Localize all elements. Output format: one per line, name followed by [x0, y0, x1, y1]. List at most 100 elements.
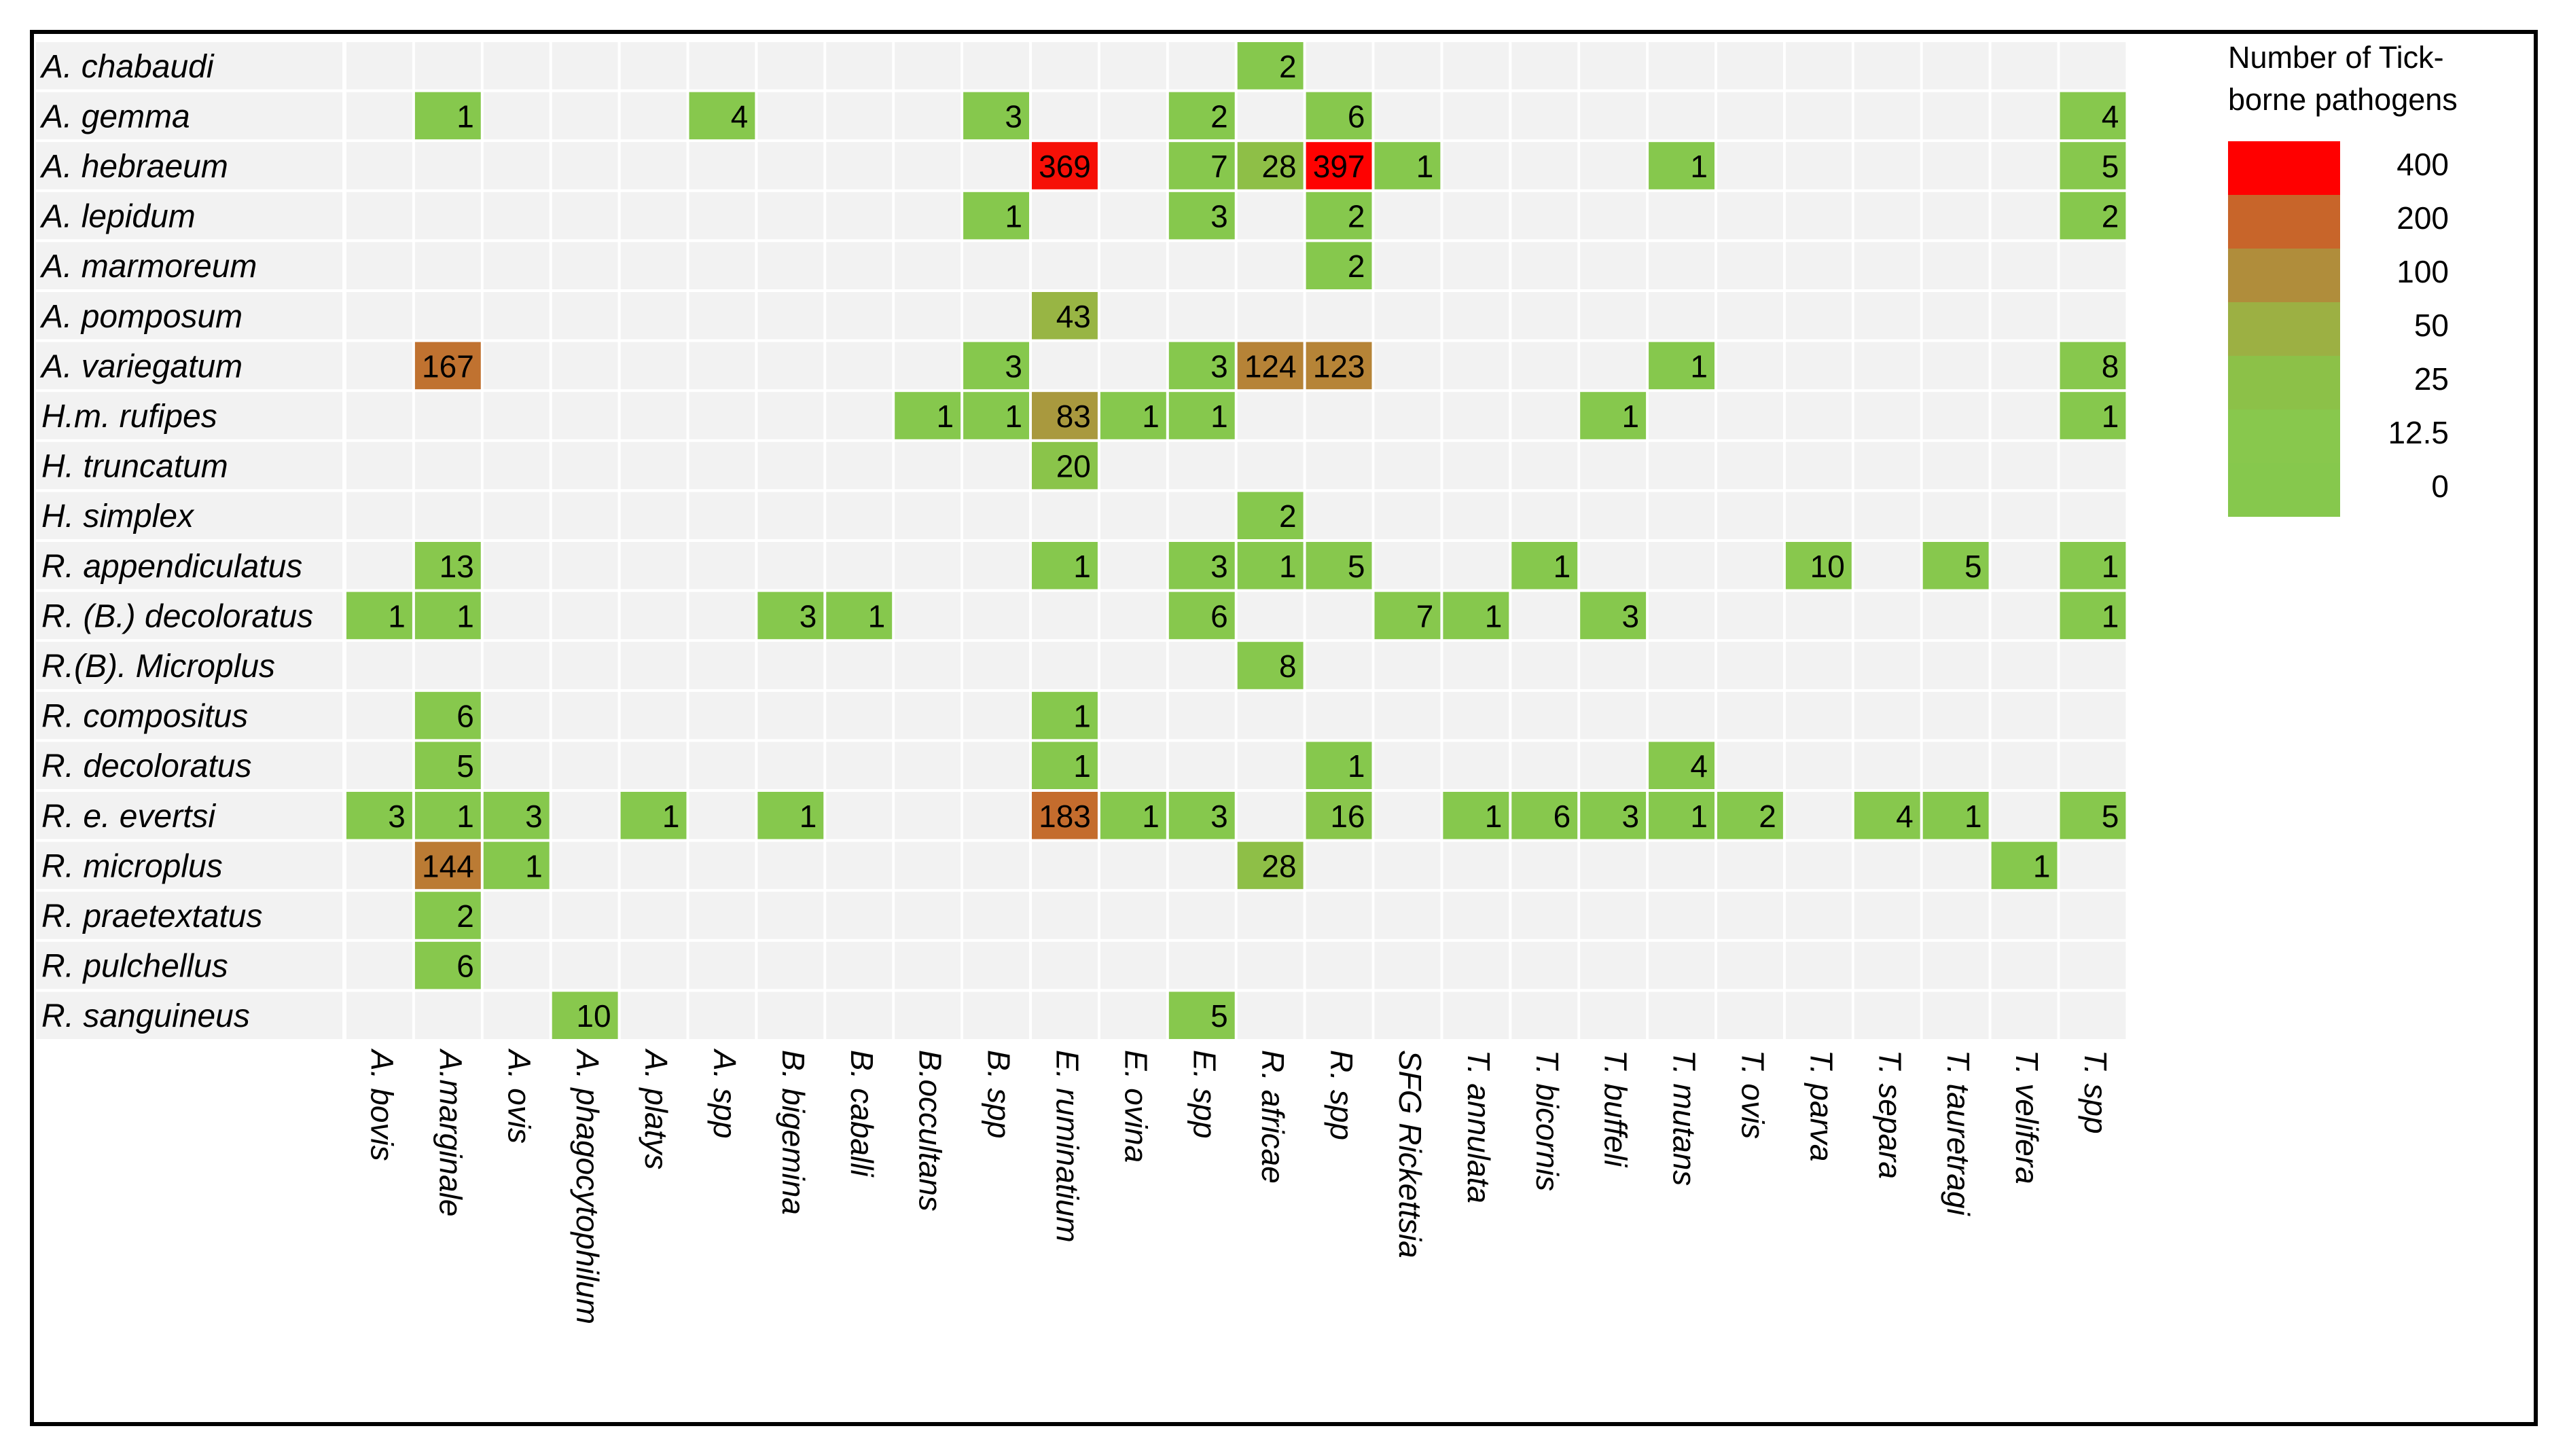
empty-cell: [1717, 242, 1783, 289]
empty-cell: [1511, 392, 1577, 439]
cell-value-label: 1: [1622, 399, 1640, 434]
empty-cell: [1511, 991, 1577, 1039]
empty-cell: [895, 792, 961, 839]
column-label: T. annulata: [1461, 1050, 1496, 1203]
empty-cell: [1169, 892, 1235, 939]
empty-cell: [1443, 892, 1509, 939]
empty-cell: [1100, 991, 1166, 1039]
empty-cell: [1649, 242, 1715, 289]
empty-cell: [689, 392, 755, 439]
empty-cell: [1717, 292, 1783, 340]
empty-cell: [1580, 692, 1646, 740]
empty-cell: [1443, 392, 1509, 439]
empty-cell: [689, 492, 755, 539]
empty-cell: [1649, 442, 1715, 490]
empty-cell: [552, 292, 618, 340]
empty-cell: [346, 642, 412, 689]
empty-cell: [1375, 991, 1441, 1039]
cell-value-label: 1: [1073, 699, 1091, 734]
row-label: H. truncatum: [41, 449, 228, 485]
empty-cell: [1786, 392, 1852, 439]
empty-cell: [757, 892, 823, 939]
cell-value-label: 16: [1330, 799, 1365, 834]
empty-cell: [1923, 92, 1989, 140]
empty-cell: [552, 942, 618, 989]
empty-cell: [1854, 542, 1920, 589]
empty-cell: [1032, 192, 1098, 240]
empty-cell: [1443, 492, 1509, 539]
empty-cell: [2060, 242, 2126, 289]
empty-cell: [1786, 492, 1852, 539]
empty-cell: [621, 842, 687, 890]
empty-cell: [963, 842, 1029, 890]
cell-value-label: 6: [456, 949, 474, 984]
empty-cell: [484, 92, 550, 140]
column-label: T. parva: [1803, 1050, 1839, 1162]
empty-cell: [963, 442, 1029, 490]
empty-cell: [1923, 842, 1989, 890]
empty-cell: [1854, 192, 1920, 240]
cell-value-label: 4: [2102, 98, 2119, 134]
empty-cell: [1923, 942, 1989, 989]
empty-cell: [1443, 442, 1509, 490]
empty-cell: [621, 592, 687, 640]
cell-value-label: 5: [1964, 549, 1982, 584]
row-label: R. microplus: [41, 848, 223, 884]
cell-value-label: 3: [388, 799, 406, 834]
empty-cell: [1238, 892, 1304, 939]
cell-value-label: 1: [1554, 549, 1571, 584]
empty-cell: [1854, 842, 1920, 890]
empty-cell: [963, 492, 1029, 539]
empty-cell: [1717, 192, 1783, 240]
empty-cell: [757, 991, 823, 1039]
empty-cell: [963, 792, 1029, 839]
empty-cell: [1992, 991, 2058, 1039]
empty-cell: [1580, 242, 1646, 289]
empty-cell: [1100, 342, 1166, 390]
empty-cell: [1854, 642, 1920, 689]
empty-cell: [1100, 242, 1166, 289]
row-label: R. compositus: [41, 699, 248, 735]
empty-cell: [689, 892, 755, 939]
empty-cell: [1717, 342, 1783, 390]
cell-value-label: 6: [456, 699, 474, 734]
empty-cell: [1786, 192, 1852, 240]
cell-value-label: 4: [731, 98, 749, 134]
empty-cell: [1443, 742, 1509, 789]
empty-cell: [484, 342, 550, 390]
empty-cell: [1854, 92, 1920, 140]
cell-value-label: 1: [1073, 549, 1091, 584]
legend-title-line-2: borne pathogens: [2228, 82, 2458, 117]
empty-cell: [689, 692, 755, 740]
empty-cell: [963, 242, 1029, 289]
empty-cell: [826, 892, 892, 939]
legend-tick-label: 50: [2414, 308, 2449, 343]
cell-value-label: 4: [1690, 748, 1708, 784]
empty-cell: [1649, 842, 1715, 890]
empty-cell: [1786, 642, 1852, 689]
empty-cell: [1923, 342, 1989, 390]
empty-cell: [963, 942, 1029, 989]
empty-cell: [1306, 592, 1372, 640]
empty-cell: [346, 292, 412, 340]
empty-cell: [895, 342, 961, 390]
row-label: A. pomposum: [39, 299, 243, 335]
empty-cell: [346, 442, 412, 490]
empty-cell: [1992, 942, 2058, 989]
empty-cell: [689, 442, 755, 490]
cell-value-label: 83: [1056, 399, 1091, 434]
cell-value-label: 1: [1005, 199, 1022, 234]
column-label: R. spp: [1324, 1050, 1359, 1140]
empty-cell: [552, 42, 618, 90]
empty-cell: [1443, 542, 1509, 589]
empty-cell: [552, 842, 618, 890]
empty-cell: [346, 192, 412, 240]
empty-cell: [552, 892, 618, 939]
empty-cell: [1238, 692, 1304, 740]
row-label: R. (B.) decoloratus: [41, 598, 313, 634]
column-label: E. spp: [1187, 1050, 1222, 1138]
cell-value-label: 1: [868, 598, 886, 634]
cell-value-label: 144: [422, 848, 474, 884]
empty-cell: [1717, 542, 1783, 589]
empty-cell: [1717, 42, 1783, 90]
